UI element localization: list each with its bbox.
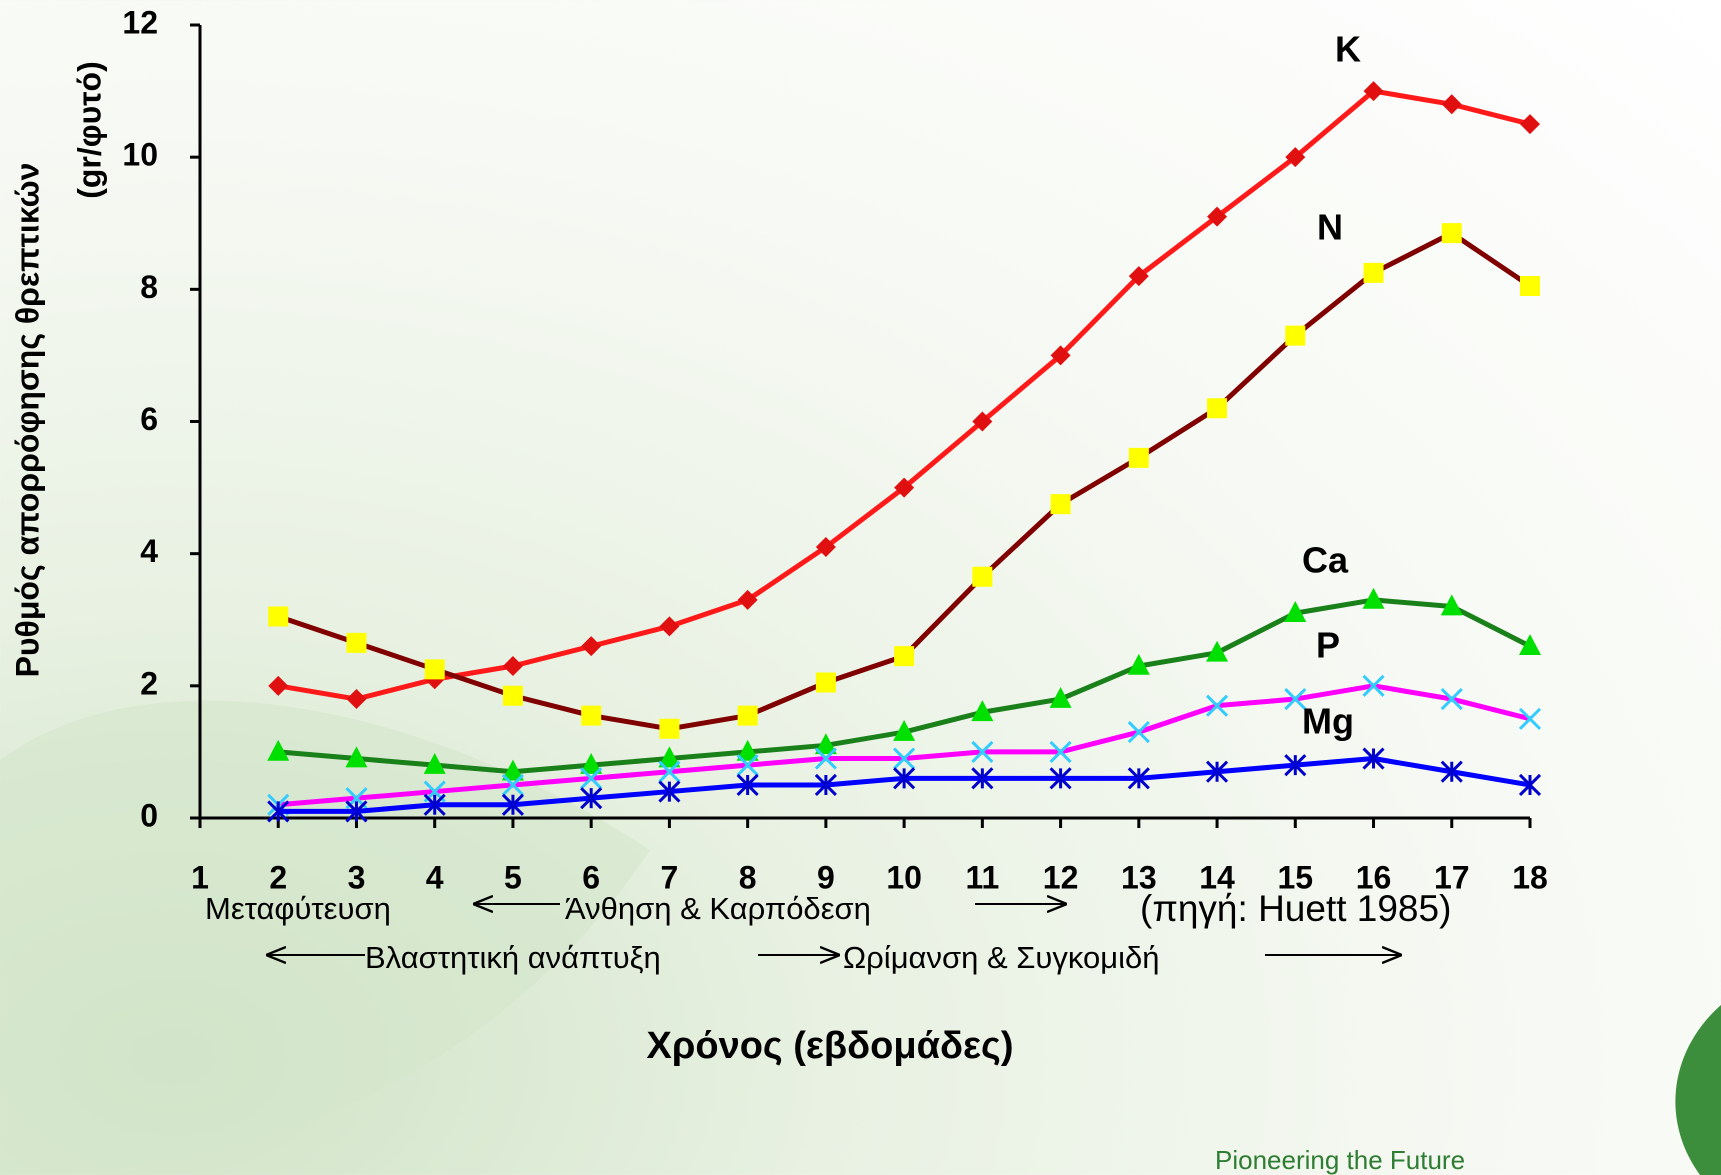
- background-leaf: [0, 701, 650, 1175]
- data-point: [1207, 398, 1227, 418]
- page: Pioneering the Future Ρυθμός απορρόφησης…: [0, 0, 1721, 1175]
- x-tick-label: 4: [426, 859, 444, 895]
- data-point: [425, 659, 445, 679]
- data-point: [1442, 223, 1462, 243]
- x-tick-label: 10: [886, 859, 922, 895]
- x-tick-label: 12: [1043, 859, 1079, 895]
- x-tick-label: 11: [965, 859, 999, 895]
- x-tick-label: 7: [661, 859, 679, 895]
- annotation: Μεταφύτευση: [205, 891, 391, 926]
- y-tick-label: 4: [140, 533, 158, 569]
- data-point: [268, 676, 288, 696]
- data-point: [659, 719, 679, 739]
- data-point: [503, 686, 523, 706]
- data-point: [346, 633, 366, 653]
- data-point: [1285, 326, 1305, 346]
- x-tick-label: 8: [739, 859, 757, 895]
- series-label: N: [1317, 207, 1343, 248]
- data-point: [1520, 276, 1540, 296]
- series-label: Mg: [1302, 701, 1354, 742]
- y-tick-label: 0: [140, 797, 158, 833]
- logo-text: Pioneering the Future: [1215, 1145, 1465, 1175]
- data-point: [738, 706, 758, 726]
- x-tick-label: 18: [1512, 859, 1548, 895]
- y-tick-label: 12: [122, 4, 158, 40]
- data-point: [1129, 448, 1149, 468]
- annotation: Ωρίμανση & Συγκομιδή: [843, 940, 1159, 975]
- data-point: [972, 567, 992, 587]
- data-point: [816, 673, 836, 693]
- x-tick-label: 9: [817, 859, 835, 895]
- data-point: [1051, 494, 1071, 514]
- annotation: Βλαστητική ανάπτυξη: [365, 940, 661, 975]
- x-tick-label: 3: [348, 859, 366, 895]
- data-point: [581, 636, 601, 656]
- data-point: [346, 689, 366, 709]
- annotation: Άνθηση & Καρπόδεση: [565, 891, 871, 926]
- data-point: [1442, 94, 1462, 114]
- data-point: [503, 656, 523, 676]
- data-point: [581, 706, 601, 726]
- y-tick-label: 10: [122, 137, 158, 173]
- chart: Pioneering the Future Ρυθμός απορρόφησης…: [0, 0, 1721, 1175]
- x-tick-label: 2: [269, 859, 287, 895]
- y-axis-label: (gr/φυτό): [71, 61, 107, 199]
- data-point: [268, 606, 288, 626]
- y-tick-label: 8: [140, 269, 158, 305]
- series-line: [278, 91, 1530, 699]
- x-axis-label: Χρόνος (εβδομάδες): [647, 1025, 1014, 1067]
- logo-leaf: [1675, 1005, 1721, 1175]
- series-line: [278, 600, 1530, 772]
- y-tick-label: 6: [140, 401, 158, 437]
- data-point: [1364, 263, 1384, 283]
- data-point: [894, 646, 914, 666]
- series-label: K: [1335, 29, 1361, 70]
- data-point: [1520, 114, 1540, 134]
- y-axis-label: Ρυθμός απορρόφησης θρεπτικών: [9, 163, 45, 678]
- x-tick-label: 5: [504, 859, 522, 895]
- x-tick-label: 6: [582, 859, 600, 895]
- annotation: (πηγή: Huett 1985): [1140, 888, 1451, 929]
- series-label: P: [1316, 625, 1340, 666]
- series-label: Ca: [1302, 540, 1349, 581]
- y-tick-label: 2: [140, 665, 158, 701]
- data-point: [659, 616, 679, 636]
- x-tick-label: 1: [191, 859, 209, 895]
